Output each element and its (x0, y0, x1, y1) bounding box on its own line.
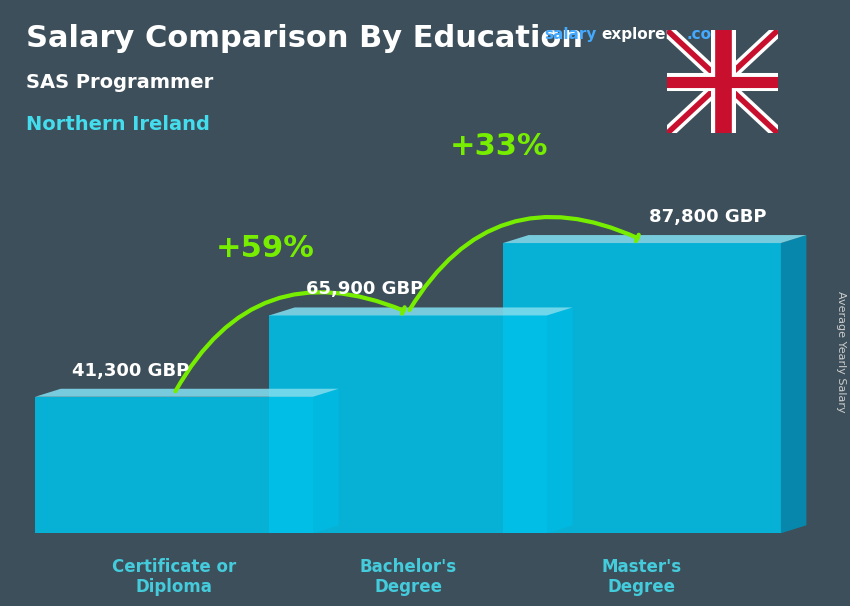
Text: 41,300 GBP: 41,300 GBP (71, 362, 189, 380)
Polygon shape (503, 243, 781, 533)
Text: +59%: +59% (216, 235, 315, 263)
Polygon shape (269, 307, 573, 316)
Polygon shape (35, 389, 338, 397)
Text: 87,800 GBP: 87,800 GBP (649, 208, 767, 226)
Text: Master's
Degree: Master's Degree (602, 558, 682, 596)
Polygon shape (503, 235, 807, 243)
Text: explorer: explorer (602, 27, 674, 42)
Text: SAS Programmer: SAS Programmer (26, 73, 212, 92)
Text: Salary Comparison By Education: Salary Comparison By Education (26, 24, 582, 53)
Text: Bachelor's
Degree: Bachelor's Degree (360, 558, 456, 596)
Text: Average Yearly Salary: Average Yearly Salary (836, 291, 846, 412)
Text: Northern Ireland: Northern Ireland (26, 115, 209, 134)
Polygon shape (269, 316, 547, 533)
Polygon shape (781, 235, 807, 533)
Text: .com: .com (687, 27, 728, 42)
Text: +33%: +33% (450, 132, 549, 161)
Text: 65,900 GBP: 65,900 GBP (305, 281, 422, 298)
Text: salary: salary (544, 27, 597, 42)
Polygon shape (313, 389, 338, 533)
Polygon shape (547, 307, 573, 533)
Text: Certificate or
Diploma: Certificate or Diploma (112, 558, 236, 596)
Polygon shape (35, 397, 313, 533)
